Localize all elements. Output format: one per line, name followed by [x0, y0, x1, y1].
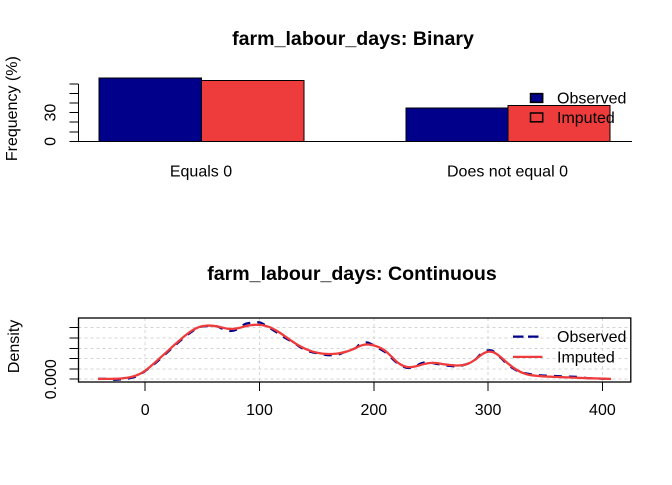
svg-text:30: 30: [43, 104, 60, 122]
svg-text:0: 0: [43, 137, 60, 146]
svg-text:Imputed: Imputed: [557, 110, 615, 127]
svg-text:300: 300: [475, 402, 502, 419]
svg-text:Imputed: Imputed: [557, 350, 615, 367]
svg-text:farm_labour_days: Continuous: farm_labour_days: Continuous: [207, 263, 497, 285]
svg-text:100: 100: [246, 402, 273, 419]
svg-text:200: 200: [360, 402, 387, 419]
svg-text:Does not equal 0: Does not equal 0: [447, 164, 568, 181]
svg-text:Observed: Observed: [557, 91, 626, 108]
svg-text:farm_labour_days: Binary: farm_labour_days: Binary: [232, 28, 474, 50]
svg-text:Observed: Observed: [557, 329, 626, 346]
svg-text:Density: Density: [6, 320, 23, 373]
svg-text:0: 0: [141, 402, 150, 419]
svg-text:400: 400: [589, 402, 616, 419]
svg-text:Frequency (%): Frequency (%): [4, 56, 21, 161]
svg-text:Equals 0: Equals 0: [170, 164, 232, 181]
svg-text:0.000: 0.000: [43, 359, 60, 399]
